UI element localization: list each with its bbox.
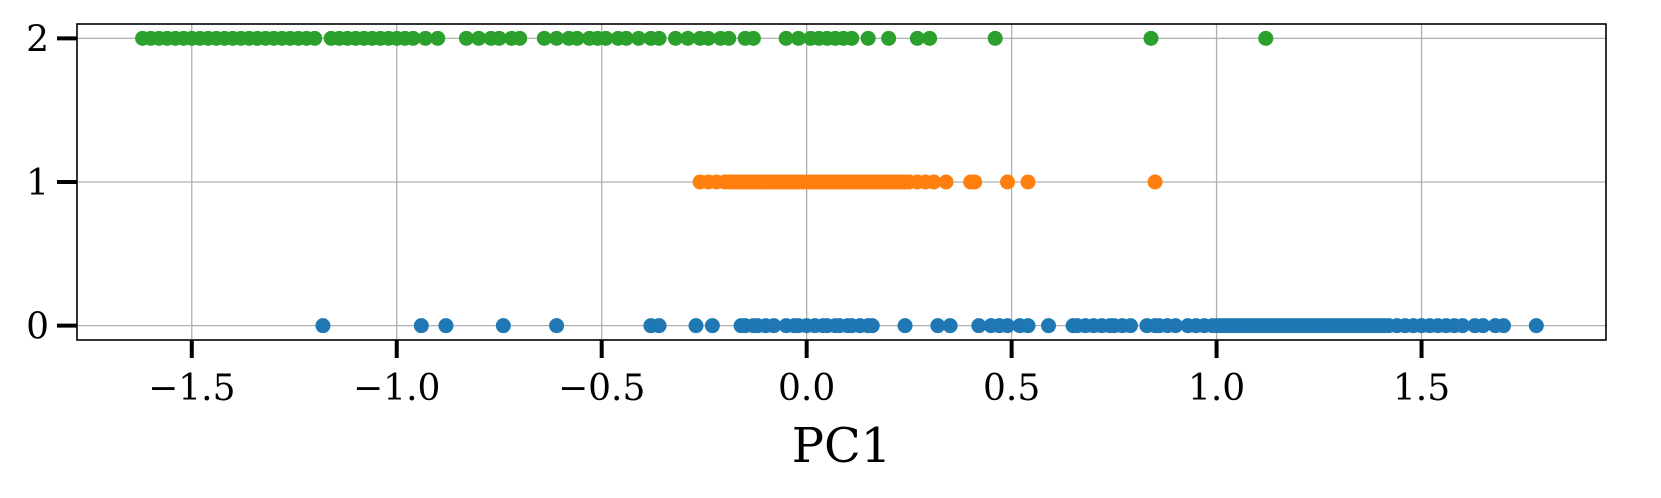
data-point bbox=[704, 318, 720, 334]
y-tick-label: 0 bbox=[26, 307, 49, 348]
data-point bbox=[631, 30, 647, 46]
data-point bbox=[1258, 30, 1274, 46]
data-point bbox=[1000, 318, 1016, 334]
data-point bbox=[1143, 30, 1159, 46]
data-point bbox=[1147, 174, 1163, 190]
data-point bbox=[721, 30, 737, 46]
x-tick-label: −1.5 bbox=[148, 368, 235, 409]
data-point bbox=[930, 318, 946, 334]
data-point bbox=[864, 318, 880, 334]
data-point bbox=[680, 30, 696, 46]
data-point bbox=[315, 318, 331, 334]
x-tick-label: 1.0 bbox=[1188, 368, 1245, 409]
data-point bbox=[1122, 318, 1138, 334]
data-point bbox=[307, 30, 323, 46]
data-point bbox=[897, 318, 913, 334]
data-point bbox=[926, 174, 942, 190]
data-point bbox=[405, 30, 421, 46]
data-point bbox=[458, 30, 474, 46]
data-point bbox=[618, 30, 634, 46]
ticks-layer: −1.5 −1.0 −0.5 0.0 0.5 1.0 1.5 0 1 2 bbox=[26, 19, 1450, 409]
data-point bbox=[491, 30, 507, 46]
data-point bbox=[967, 174, 983, 190]
data-point bbox=[844, 30, 860, 46]
y-tick-label: 1 bbox=[26, 163, 49, 204]
x-tick-label: 1.5 bbox=[1393, 368, 1450, 409]
series-1-points bbox=[692, 174, 1163, 190]
data-point bbox=[651, 30, 667, 46]
data-point bbox=[471, 30, 487, 46]
data-point bbox=[860, 30, 876, 46]
data-point bbox=[766, 318, 782, 334]
data-point bbox=[569, 30, 585, 46]
data-point bbox=[922, 30, 938, 46]
data-point bbox=[700, 30, 716, 46]
data-point bbox=[1496, 318, 1512, 334]
x-tick-label: −1.0 bbox=[353, 368, 440, 409]
series-0-points bbox=[315, 318, 1544, 334]
data-point bbox=[881, 30, 897, 46]
y-tick-label: 2 bbox=[26, 19, 49, 60]
data-point bbox=[651, 318, 667, 334]
data-point bbox=[1000, 174, 1016, 190]
data-point bbox=[667, 30, 683, 46]
data-point bbox=[413, 318, 429, 334]
data-point bbox=[1020, 174, 1036, 190]
data-point bbox=[909, 30, 925, 46]
data-point bbox=[495, 318, 511, 334]
data-point bbox=[1528, 318, 1544, 334]
data-point bbox=[938, 174, 954, 190]
data-point bbox=[1041, 318, 1057, 334]
data-point bbox=[598, 30, 614, 46]
data-point bbox=[1455, 318, 1471, 334]
data-point bbox=[987, 30, 1003, 46]
data-point bbox=[1020, 318, 1036, 334]
data-point bbox=[790, 30, 806, 46]
data-point bbox=[942, 318, 958, 334]
data-point bbox=[438, 318, 454, 334]
data-point bbox=[536, 30, 552, 46]
data-point bbox=[417, 30, 433, 46]
x-tick-label: 0.0 bbox=[778, 368, 835, 409]
data-point bbox=[1475, 318, 1491, 334]
points-layer bbox=[135, 30, 1544, 334]
data-point bbox=[1168, 318, 1184, 334]
data-point bbox=[512, 30, 528, 46]
data-point bbox=[778, 30, 794, 46]
series-2-points bbox=[135, 30, 1274, 46]
data-point bbox=[971, 318, 987, 334]
data-point bbox=[745, 30, 761, 46]
x-axis-title: PC1 bbox=[792, 418, 892, 474]
data-point bbox=[688, 318, 704, 334]
data-point bbox=[549, 30, 565, 46]
data-point bbox=[549, 318, 565, 334]
x-tick-label: 0.5 bbox=[983, 368, 1040, 409]
data-point bbox=[430, 30, 446, 46]
x-tick-label: −0.5 bbox=[558, 368, 645, 409]
